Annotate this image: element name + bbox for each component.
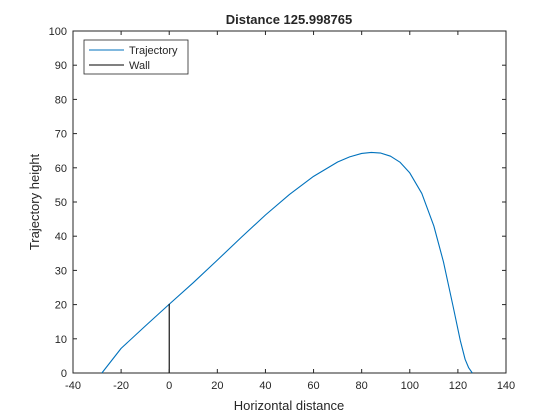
x-tick-label: 100	[401, 380, 419, 392]
y-tick-label: 20	[55, 300, 67, 312]
y-tick-label: 60	[55, 163, 67, 175]
x-tick-label: -20	[113, 380, 129, 392]
x-tick-label: 140	[497, 380, 515, 392]
legend-label-trajectory: Trajectory	[129, 45, 178, 57]
x-tick-label: 60	[307, 380, 319, 392]
y-tick-label: 10	[55, 334, 67, 346]
x-tick-label: 40	[259, 380, 271, 392]
x-tick-label: 0	[166, 380, 172, 392]
ticks-layer: -40 -20 0 20 40 60 80 100 120 140 0 10 20 30 40 50 60 70 8…	[49, 26, 516, 392]
axes-box	[72, 30, 507, 374]
y-tick-label: 100	[49, 26, 67, 38]
y-axis-label: Trajectory height	[27, 153, 42, 250]
x-tick-label: -40	[65, 380, 81, 392]
x-tick-label: 80	[356, 380, 368, 392]
legend: Trajectory Wall	[83, 39, 189, 75]
y-tick-label: 40	[55, 231, 67, 243]
y-tick-label: 80	[55, 94, 67, 106]
series-line-trajectory	[101, 151, 473, 374]
chart-title: Distance 125.998765	[226, 12, 352, 27]
x-axis-label: Horizontal distance	[234, 398, 345, 413]
series-layer	[101, 151, 473, 374]
y-tick-label: 70	[55, 129, 67, 141]
y-tick-label: 90	[55, 60, 67, 72]
plot-area: -40 -20 0 20 40 60 80 100 120 140 0 10 20 30 40 50 60 70 8…	[49, 26, 516, 392]
y-tick-label: 0	[61, 368, 67, 380]
x-tick-label: 20	[211, 380, 223, 392]
y-tick-label: 30	[55, 265, 67, 277]
legend-label-wall: Wall	[129, 60, 150, 72]
legend-box	[83, 39, 189, 75]
y-tick-label: 50	[55, 197, 67, 209]
x-tick-label: 120	[449, 380, 467, 392]
